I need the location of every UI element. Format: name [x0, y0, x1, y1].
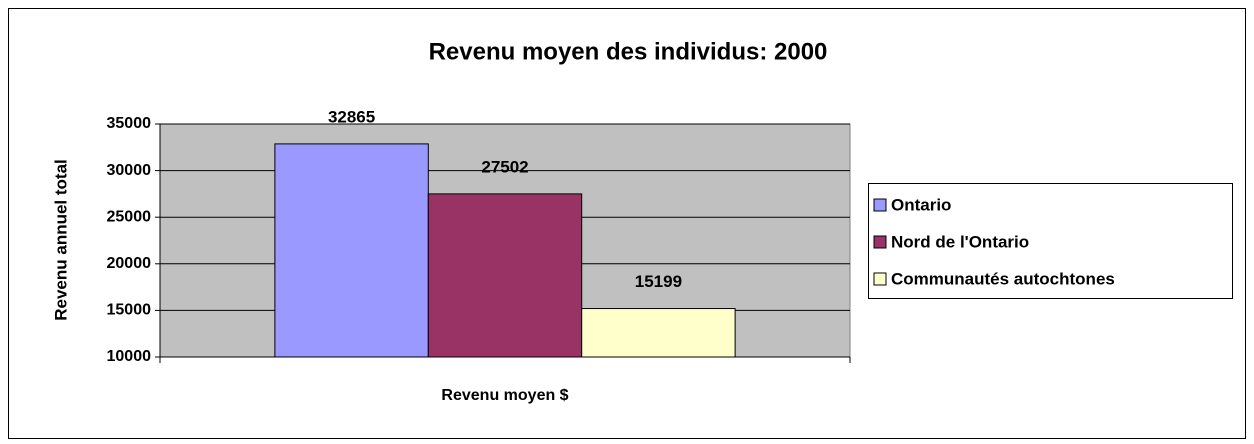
legend-label: Communautés autochtones — [891, 269, 1115, 288]
legend-swatch — [873, 235, 887, 249]
y-tick-label: 10000 — [107, 348, 152, 365]
y-tick-label: 30000 — [107, 162, 152, 179]
legend-swatch — [873, 198, 887, 212]
bar — [427, 193, 583, 358]
y-tick-label: 35000 — [107, 115, 152, 132]
x-tick-label: Revenu moyen $ — [441, 387, 568, 404]
bar — [581, 308, 736, 358]
y-tick-label: 20000 — [107, 255, 152, 272]
bar — [274, 143, 429, 358]
value-label: 15199 — [635, 272, 682, 291]
legend-label: Nord de l'Ontario — [891, 232, 1029, 251]
value-label: 27502 — [481, 157, 528, 176]
y-tick-label: 25000 — [107, 208, 152, 225]
legend-swatch — [873, 272, 887, 286]
y-tick-label: 15000 — [107, 302, 152, 319]
legend-label: Ontario — [891, 195, 951, 214]
value-label: 32865 — [328, 107, 375, 126]
legend — [868, 183, 1233, 299]
y-axis-label: Revenu annuel total — [51, 159, 70, 321]
chart-title: Revenu moyen des individus: 2000 — [429, 38, 828, 65]
